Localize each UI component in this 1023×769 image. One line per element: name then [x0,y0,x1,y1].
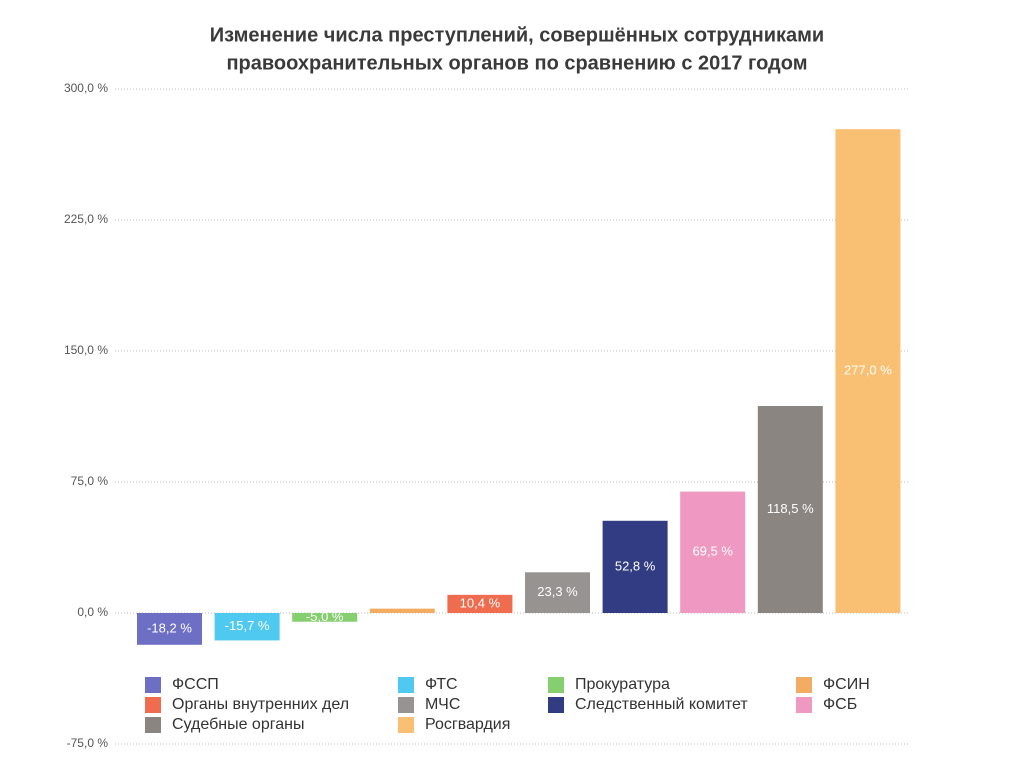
legend-swatch [796,697,812,713]
bar [835,129,901,613]
bar [137,613,202,645]
bar [214,613,280,641]
legend-swatch [796,677,812,693]
legend-label: Органы внутренних дел [172,696,349,713]
data-label: 277,0 % [844,363,892,378]
bar [757,406,823,613]
y-tick-label: 0,0 % [77,605,108,619]
bar [369,608,435,613]
data-label: -5,0 % [306,609,344,624]
legend-label: Следственный комитет [575,696,748,713]
chart-title: правоохранительных органов по сравнению … [226,52,807,74]
y-tick-label: -75,0 % [67,736,109,750]
legend-swatch [145,677,161,693]
data-label: 52,8 % [615,558,656,573]
data-label: -15,7 % [225,618,270,633]
bar [525,572,590,613]
legend-swatch [548,677,564,693]
data-label: 23,3 % [537,584,578,599]
y-tick-label: 75,0 % [71,474,109,488]
bar [447,594,513,613]
legend-label: МЧС [425,696,460,713]
bar [292,613,358,622]
data-label: 10,4 % [460,595,501,610]
data-label: 69,5 % [692,544,733,559]
legend-label: ФСБ [823,696,857,713]
y-tick-label: 150,0 % [64,343,108,357]
legend-swatch [398,717,414,733]
legend-swatch [548,697,564,713]
legend-label: Росгвардия [425,716,510,733]
bar [680,491,746,613]
legend-label: Прокуратура [575,676,670,693]
chart-title: Изменение числа преступлений, совершённы… [210,24,824,46]
legend-label: ФСИН [823,676,870,693]
legend-label: Судебные органы [172,716,304,733]
data-label: 118,5 % [767,501,814,516]
legend-swatch [145,717,161,733]
legend-label: ФССП [172,676,219,693]
legend-swatch [145,697,161,713]
y-tick-label: 300,0 % [64,81,108,95]
y-tick-label: 225,0 % [64,212,108,226]
legend-swatch [398,677,414,693]
data-label: -18,2 % [147,620,192,635]
bar [602,520,668,613]
legend-label: ФТС [425,676,458,693]
legend-swatch [398,697,414,713]
